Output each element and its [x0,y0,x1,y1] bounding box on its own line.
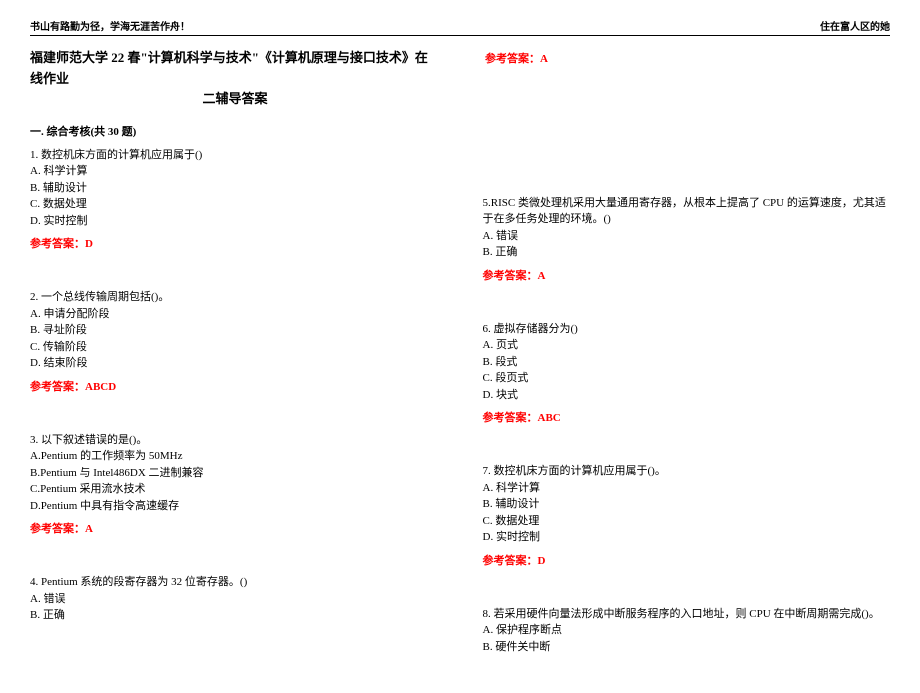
question-option: B. 辅助设计 [483,496,891,513]
question-option: B. 段式 [483,354,891,371]
question-option: D. 实时控制 [30,213,438,230]
question-5: 5.RISC 类微处理机采用大量通用寄存器，从根本上提高了 CPU 的运算速度，… [483,195,891,283]
answer-text: 参考答案：ABC [483,409,891,425]
question-7: 7. 数控机床方面的计算机应用属于()。 A. 科学计算 B. 辅助设计 C. … [483,463,891,568]
question-text: 5.RISC 类微处理机采用大量通用寄存器，从根本上提高了 CPU 的运算速度，… [483,195,891,228]
question-option: D. 结束阶段 [30,355,438,372]
question-option: C. 数据处理 [30,196,438,213]
document-subtitle: 二辅导答案 [30,88,440,107]
question-option: A.Pentium 的工作频率为 50MHz [30,448,438,465]
question-option: B. 正确 [483,244,891,261]
document-title: 福建师范大学 22 春"计算机科学与技术"《计算机原理与接口技术》在线作业 [30,48,440,90]
question-text: 2. 一个总线传输周期包括()。 [30,289,438,306]
answer-text: 参考答案：D [30,235,438,251]
answer-text: 参考答案：ABCD [30,378,438,394]
question-option: B. 寻址阶段 [30,322,438,339]
question-option: C. 传输阶段 [30,339,438,356]
question-option: A. 错误 [30,591,438,608]
right-column: 5.RISC 类微处理机采用大量通用寄存器，从根本上提高了 CPU 的运算速度，… [483,147,891,693]
question-text: 3. 以下叙述错误的是()。 [30,432,438,449]
content-columns: 1. 数控机床方面的计算机应用属于() A. 科学计算 B. 辅助设计 C. 数… [30,147,890,693]
question-option: A. 页式 [483,337,891,354]
header-right-text: 住在富人区的她 [820,18,890,33]
question-option: B. 辅助设计 [30,180,438,197]
question-option: A. 错误 [483,228,891,245]
question-4: 4. Pentium 系统的段寄存器为 32 位寄存器。() A. 错误 B. … [30,574,438,624]
question-text: 7. 数控机床方面的计算机应用属于()。 [483,463,891,480]
question-2: 2. 一个总线传输周期包括()。 A. 申请分配阶段 B. 寻址阶段 C. 传输… [30,289,438,394]
question-option: C. 数据处理 [483,513,891,530]
question-6: 6. 虚拟存储器分为() A. 页式 B. 段式 C. 段页式 D. 块式 参考… [483,321,891,426]
left-column: 1. 数控机床方面的计算机应用属于() A. 科学计算 B. 辅助设计 C. 数… [30,147,438,693]
question-option: C.Pentium 采用流水技术 [30,481,438,498]
question-option: B. 硬件关中断 [483,639,891,656]
answer-text: 参考答案：A [483,267,891,283]
question-text: 1. 数控机床方面的计算机应用属于() [30,147,438,164]
title-answer: 参考答案：A [485,50,548,66]
question-text: 8. 若采用硬件向量法形成中断服务程序的入口地址，则 CPU 在中断周期需完成(… [483,606,891,623]
answer-text: 参考答案：A [30,520,438,536]
question-option: C. 段页式 [483,370,891,387]
section-title: 一. 综合考核(共 30 题) [30,123,890,139]
question-option: D. 块式 [483,387,891,404]
question-option: A. 申请分配阶段 [30,306,438,323]
question-option: B.Pentium 与 Intel486DX 二进制兼容 [30,465,438,482]
page-header: 书山有路勤为径，学海无涯苦作舟！ 住在富人区的她 [30,18,890,36]
question-option: B. 正确 [30,607,438,624]
question-option: A. 科学计算 [483,480,891,497]
answer-text: 参考答案：D [483,552,891,568]
header-left-text: 书山有路勤为径，学海无涯苦作舟！ [30,18,190,33]
question-3: 3. 以下叙述错误的是()。 A.Pentium 的工作频率为 50MHz B.… [30,432,438,537]
title-row: 福建师范大学 22 春"计算机科学与技术"《计算机原理与接口技术》在线作业 参考… [30,48,890,90]
question-text: 4. Pentium 系统的段寄存器为 32 位寄存器。() [30,574,438,591]
question-8: 8. 若采用硬件向量法形成中断服务程序的入口地址，则 CPU 在中断周期需完成(… [483,606,891,656]
question-option: A. 保护程序断点 [483,622,891,639]
question-text: 6. 虚拟存储器分为() [483,321,891,338]
question-option: D. 实时控制 [483,529,891,546]
question-1: 1. 数控机床方面的计算机应用属于() A. 科学计算 B. 辅助设计 C. 数… [30,147,438,252]
question-option: D.Pentium 中具有指令高速缓存 [30,498,438,515]
question-option: A. 科学计算 [30,163,438,180]
